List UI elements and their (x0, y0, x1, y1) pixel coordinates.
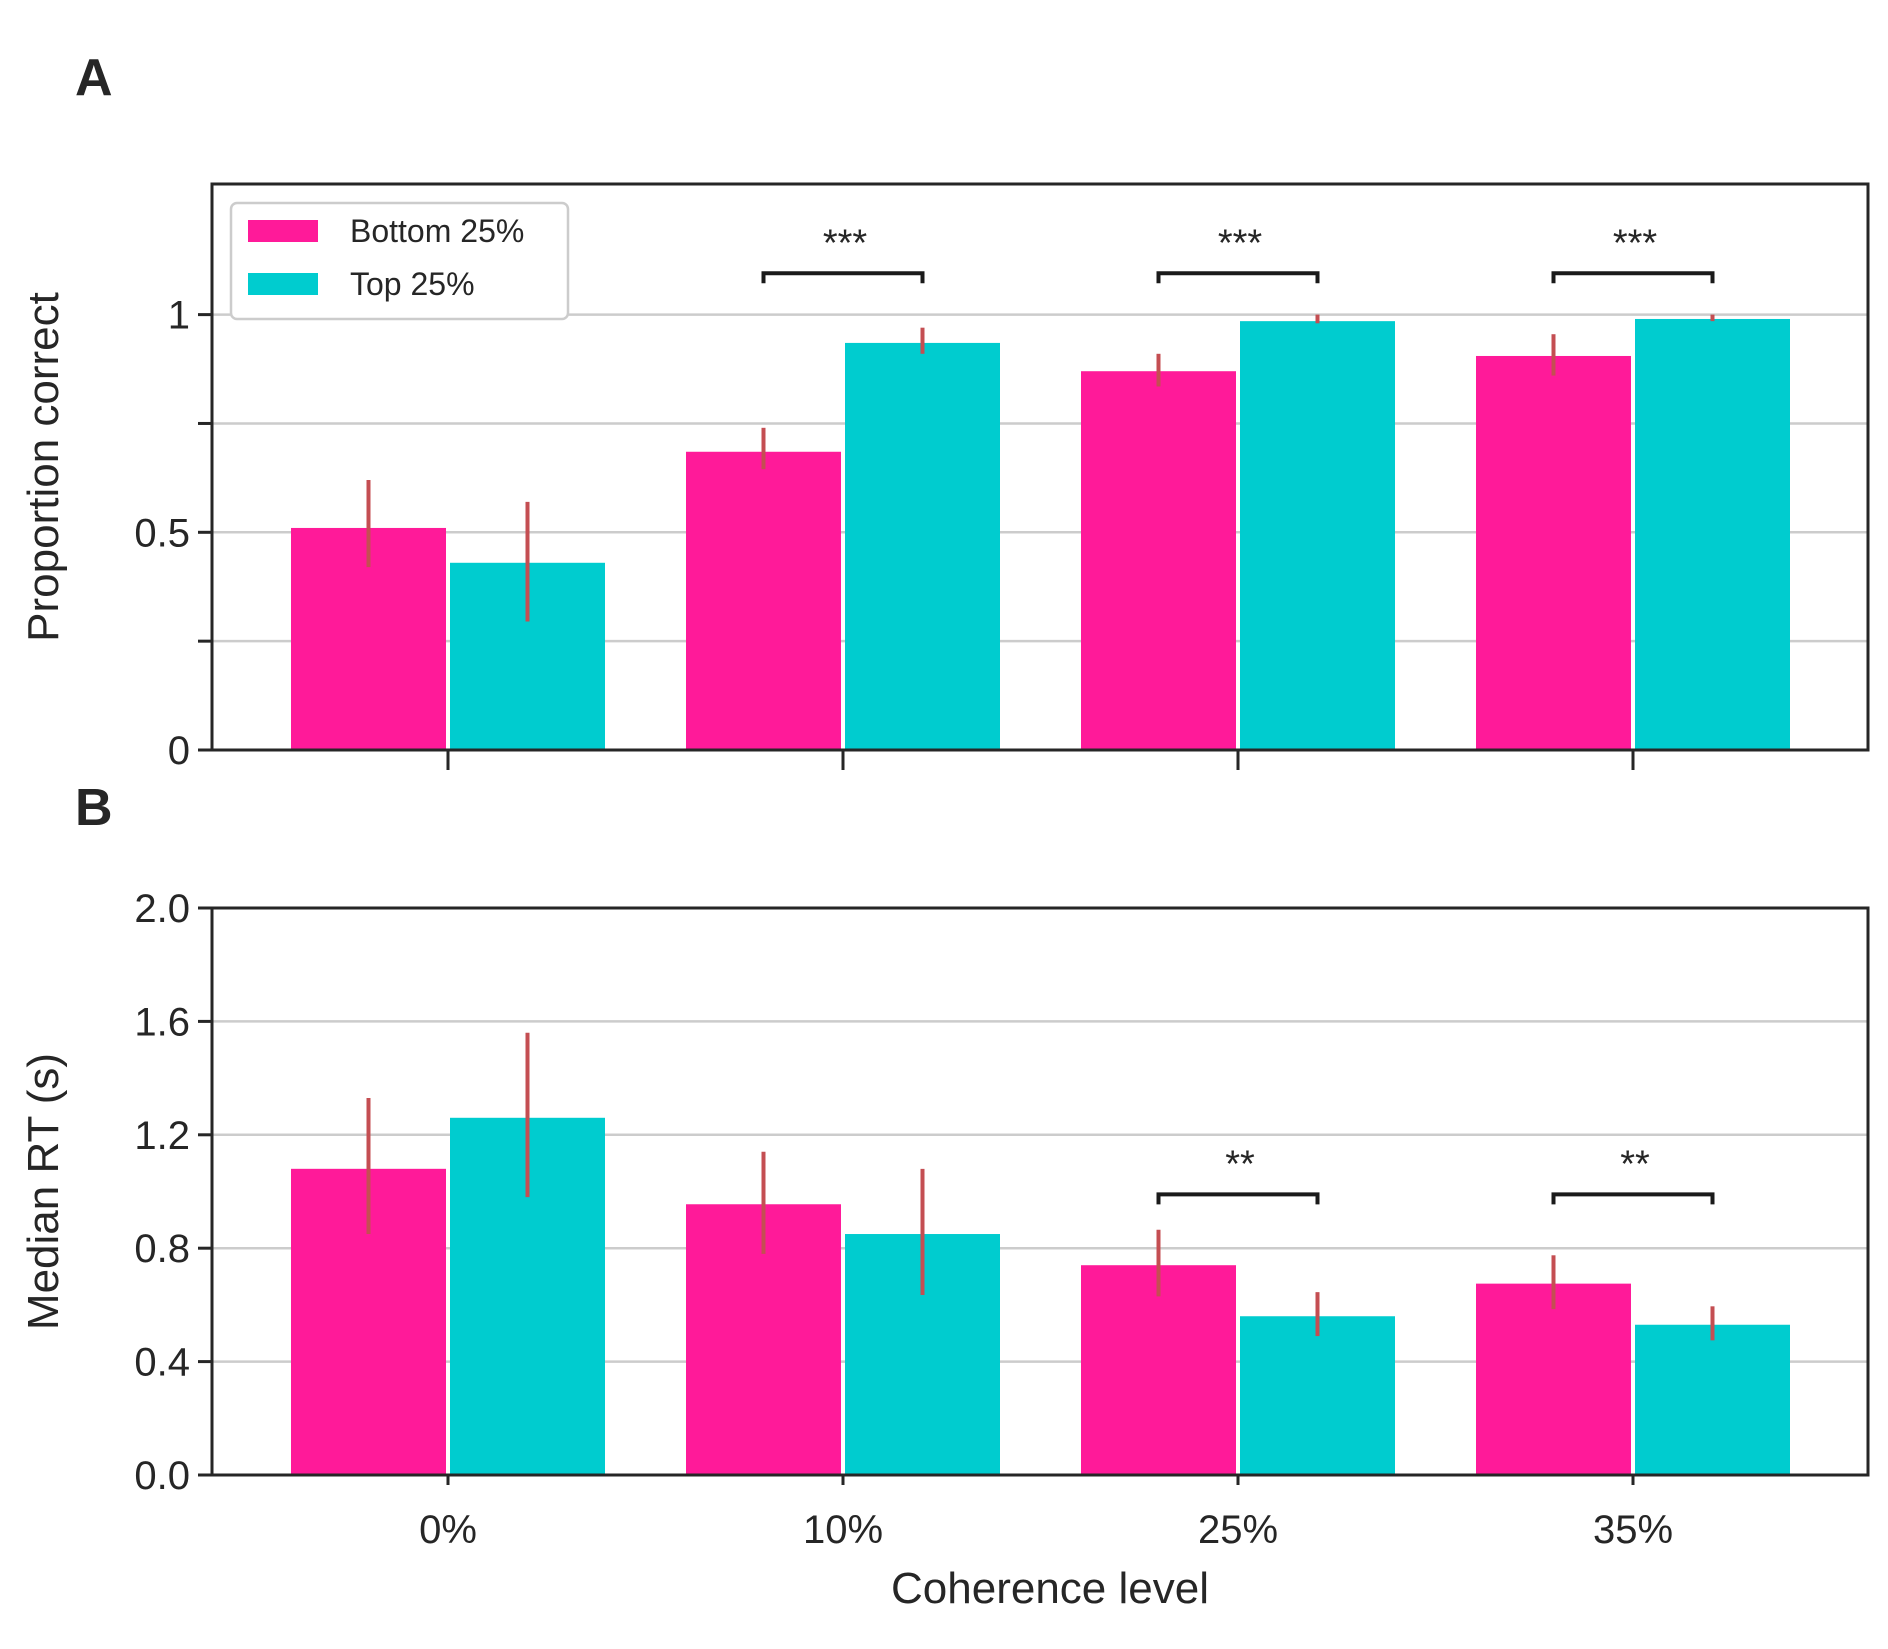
significance-bracket (1551, 1192, 1715, 1205)
legend: Bottom 25% Top 25% (229, 201, 570, 321)
x-axis-label: Coherence level (891, 1564, 1209, 1613)
y-tick-label: 0.8 (134, 1227, 190, 1271)
legend-entry: Top 25% (350, 266, 475, 302)
panel-a: A *** *** *** 0 0.5 1 Proportion correct Bottom … (19, 49, 1870, 773)
significance-label: *** (1218, 222, 1263, 264)
y-axis-label: Proportion correct (19, 292, 68, 642)
legend-swatch (248, 273, 318, 295)
significance-label: *** (823, 222, 868, 264)
significance-label: *** (1613, 222, 1658, 264)
bar-top-25-35pct (1635, 318, 1790, 750)
x-tick-label: 35% (1593, 1508, 1673, 1552)
significance-bracket (1156, 271, 1320, 284)
legend-entry: Bottom 25% (350, 213, 524, 249)
axes-frame (210, 182, 1870, 752)
panel-label: A (75, 49, 113, 107)
x-tick-label: 0% (419, 1508, 477, 1552)
significance-bracket (761, 271, 925, 284)
y-tick-label: 1 (168, 294, 190, 338)
bar-bottom-25-25pct (1081, 371, 1236, 750)
y-axis-label: Median RT (s) (19, 1053, 68, 1330)
bar-top-25-25pct (1240, 1316, 1395, 1475)
y-tick-label: 0 (168, 729, 190, 773)
bar-bottom-25-25pct (1081, 1265, 1236, 1475)
bar-top-25-10pct (845, 342, 1000, 750)
bar-bottom-25-35pct (1476, 1283, 1631, 1475)
significance-bracket (1156, 1192, 1320, 1205)
significance-label: ** (1620, 1143, 1650, 1185)
significance-bracket (1551, 271, 1715, 284)
bar-top-25-25pct (1240, 321, 1395, 750)
bar-top-25-35pct (1635, 1324, 1790, 1475)
x-tick-label: 10% (803, 1508, 883, 1552)
panel-label: B (75, 779, 113, 837)
y-tick-label: 0.4 (134, 1341, 190, 1385)
bar-bottom-25-35pct (1476, 355, 1631, 750)
y-tick-label: 2.0 (134, 887, 190, 931)
legend-swatch (248, 220, 318, 242)
y-tick-label: 0.0 (134, 1454, 190, 1498)
y-tick-label: 0.5 (134, 511, 190, 555)
significance-label: ** (1225, 1143, 1255, 1185)
axes-frame (210, 906, 1870, 1477)
y-tick-label: 1.2 (134, 1114, 190, 1158)
panel-b: B ** ** 0.0 0.4 0.8 1.2 1.6 2.0 0% 10% 25% 35% Median… (19, 779, 1870, 1613)
x-tick-label: 25% (1198, 1508, 1278, 1552)
y-tick-label: 1.6 (134, 1000, 190, 1044)
bar-bottom-25-10pct (686, 451, 841, 750)
